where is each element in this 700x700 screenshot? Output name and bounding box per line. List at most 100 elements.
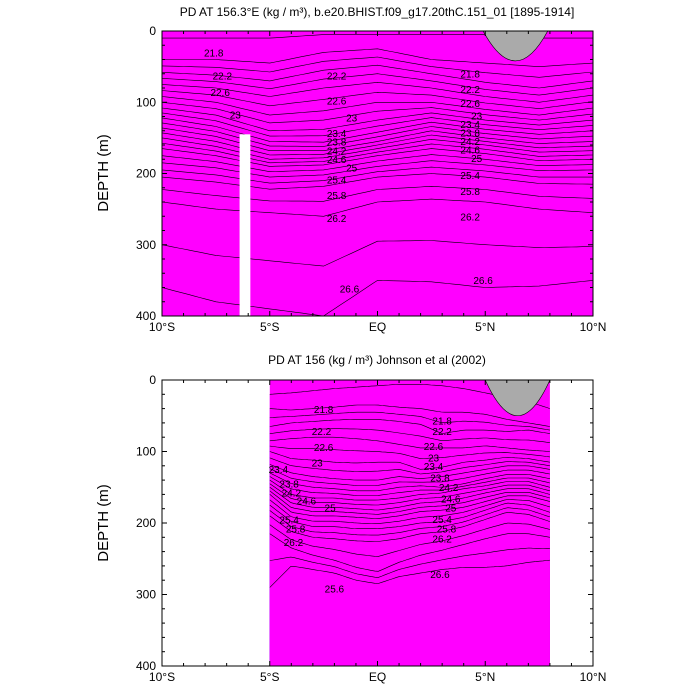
isopycnal-line	[162, 132, 593, 156]
contour-label: 23	[346, 113, 358, 124]
x-tick-label: 5°N	[475, 670, 495, 684]
x-tick-label: 10°N	[580, 670, 607, 684]
isopycnal-line	[162, 160, 593, 178]
isopycnal-line	[162, 173, 593, 190]
isopycnal-line	[162, 122, 593, 147]
isopycnal-line	[269, 512, 550, 542]
y-tick-label: 100	[136, 95, 156, 109]
isopycnal-line	[269, 451, 550, 470]
contour-label: 24.6	[327, 155, 347, 166]
x-tick-label: 5°S	[260, 670, 279, 684]
isopycnal-line	[162, 137, 593, 160]
isopycnal-line	[269, 436, 550, 452]
contour-label: 22.6	[314, 443, 334, 454]
contour-label: 25.4	[460, 171, 480, 182]
contour-label: 23.8	[430, 474, 450, 485]
isopycnal-line	[269, 404, 550, 427]
contour-label: 26.2	[460, 213, 480, 224]
contour-label: 23	[428, 454, 440, 465]
contour-label: 21.8	[460, 69, 480, 80]
contour-label: 25	[445, 504, 457, 515]
isopycnal-line	[162, 117, 593, 143]
contour-label: 22.2	[312, 427, 332, 438]
isopycnal-line	[162, 148, 593, 167]
axes: 10°S 5°S EQ 5°N 10°N 0 100 200 300 400	[136, 24, 606, 334]
contour-label: 24.2	[439, 483, 459, 494]
isopycnal-line	[162, 166, 593, 184]
y-tick-label: 300	[136, 588, 156, 602]
contour-label: 24.6	[297, 496, 317, 507]
isopycnal-line	[269, 464, 550, 481]
isopycnal-line	[162, 96, 593, 116]
contour-label: 23.8	[279, 479, 299, 490]
isopycnal-line	[269, 419, 550, 434]
contour-label: 26.2	[284, 538, 304, 549]
panel-title: PD AT 156 (kg / m³) Johnson et al (2002)	[268, 353, 486, 367]
isopycnal-line	[269, 445, 550, 459]
y-tick-label: 300	[136, 238, 156, 252]
isopycnal-line	[162, 198, 593, 217]
y-tick-label: 100	[136, 445, 156, 459]
isopycnal-line	[162, 112, 593, 137]
isopycnal-line	[162, 240, 593, 267]
contour-label: 25.8	[437, 524, 457, 535]
x-tick-label: EQ	[369, 670, 386, 684]
isopycnal-line	[269, 472, 550, 492]
contour-label: 25	[325, 504, 337, 515]
contour-label: 25.6	[325, 584, 345, 595]
contour-label: 21.8	[314, 405, 334, 416]
contour-fill-group: 21.822.222.62323.423.824.224.62525.425.8…	[269, 380, 551, 666]
isopycnal-line	[162, 280, 593, 316]
contour-label: 23.4	[327, 129, 347, 140]
contour-label: 22.2	[327, 71, 347, 82]
isopycnal-line	[269, 490, 550, 515]
missing-data-patch	[484, 380, 551, 417]
isopycnal-line	[162, 107, 593, 132]
x-tick-label: EQ	[369, 320, 386, 334]
contour-label: 23	[230, 111, 242, 122]
axes: 10°S 5°S EQ 5°N 10°N 0 100 200 300 400	[136, 373, 606, 684]
y-axis-label: DEPTH (m)	[95, 134, 112, 212]
isopycnal-line	[269, 457, 550, 475]
x-tick-label: 5°N	[475, 320, 495, 334]
isopycnal-line	[162, 64, 593, 89]
plot-area: 21.822.222.62322.222.62323.423.824.224.6…	[162, 31, 593, 316]
contour-label: 26.6	[473, 276, 493, 287]
contour-label: 22.6	[210, 88, 230, 99]
contour-label: 22.6	[460, 99, 480, 110]
contour-label: 22.6	[424, 442, 444, 453]
isopycnal-line	[162, 142, 593, 164]
contour-label: 25.8	[286, 524, 306, 535]
isopycnal-line	[269, 533, 550, 572]
isopycnal-line	[162, 81, 593, 103]
masked-column	[239, 134, 251, 316]
isopycnal-line	[162, 56, 593, 78]
isopycnal-line	[162, 127, 593, 151]
contour-label: 25.8	[327, 191, 347, 202]
contour-label: 25.4	[327, 175, 347, 186]
contour-label: 23.4	[460, 120, 480, 131]
isopycnal-line	[162, 102, 593, 124]
contour-label: 22.2	[213, 71, 233, 82]
isopycnal-line	[269, 468, 550, 486]
isopycnal-line	[269, 411, 550, 431]
contour-label: 23.4	[424, 462, 444, 473]
isopycnal-line	[269, 494, 550, 519]
isopycnal-line	[269, 507, 550, 536]
contour-label: 26.2	[327, 214, 347, 225]
y-tick-label: 0	[149, 373, 156, 387]
contour-label: 23.8	[460, 128, 480, 139]
contour-label: 23	[471, 111, 483, 122]
contour-label: 24.2	[282, 489, 302, 500]
contour-label: 21.8	[432, 416, 452, 427]
isopycnal-line	[269, 547, 550, 578]
contour-label: 22.2	[460, 85, 480, 96]
y-tick-label: 400	[136, 659, 156, 673]
isopycnal-line	[162, 90, 593, 110]
isopycnal-line	[269, 483, 550, 506]
contour-fill-group: 21.822.222.62322.222.62323.423.824.224.6…	[162, 31, 593, 316]
y-tick-label: 400	[136, 309, 156, 323]
panel-title: PD AT 156.3°E (kg / m³), b.e20.BHIST.f09…	[180, 5, 575, 19]
observation-section-panel: PD AT 156 (kg / m³) Johnson et al (2002)…	[95, 353, 606, 684]
contour-label: 24.6	[441, 494, 461, 505]
